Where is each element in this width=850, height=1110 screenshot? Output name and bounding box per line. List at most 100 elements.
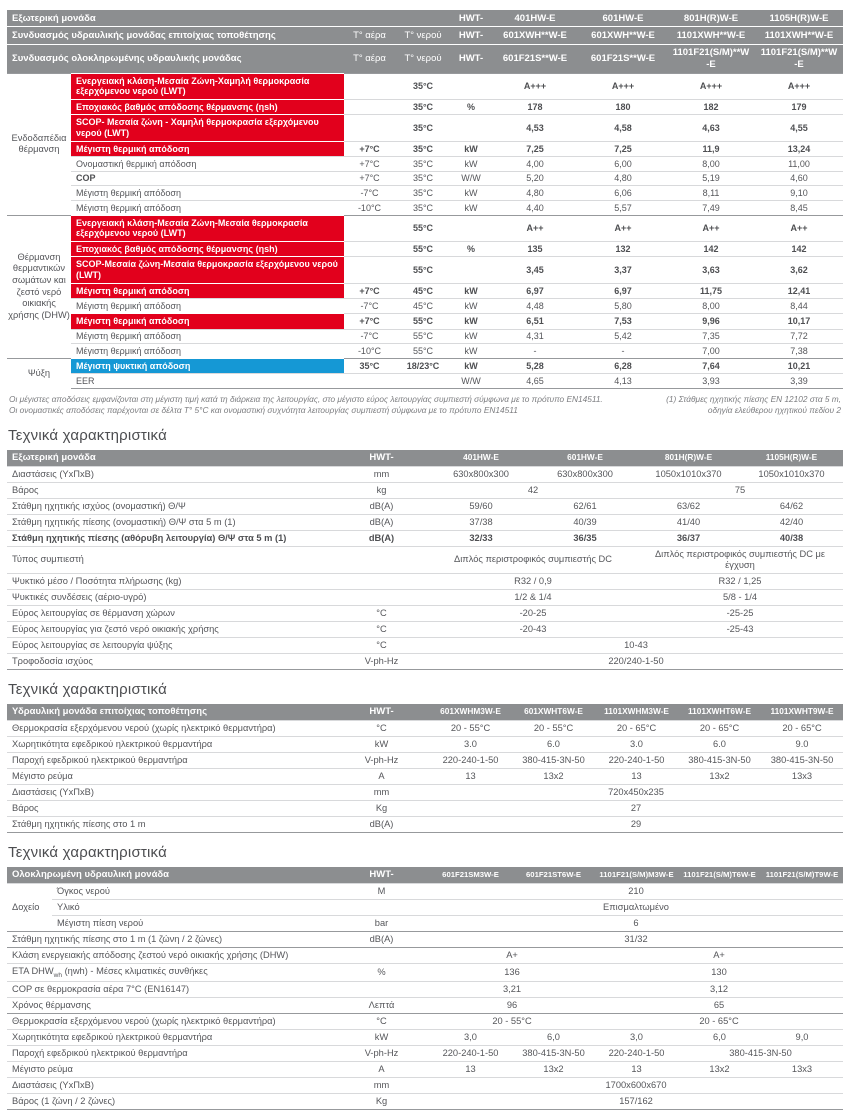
row-label: ETA DHWwh (ηwh) - Μέσες κλιματικές συνθή… bbox=[7, 962, 335, 982]
spec-value: 4,55 bbox=[755, 114, 843, 142]
tech-row: Παροχή εφεδρικού ηλεκτρικού θερμαντήρα V-… bbox=[7, 1045, 844, 1062]
spec-value: 4,80 bbox=[491, 185, 579, 201]
spec-value: 13x2 bbox=[678, 767, 762, 785]
model-name: 1101F21(S/M)**W-E bbox=[755, 43, 843, 74]
unit-label: A bbox=[334, 767, 430, 785]
unit-label bbox=[334, 946, 430, 964]
tech-row: Στάθμη ηχητικής πίεσης (αθόρυβη λειτουργ… bbox=[7, 529, 843, 547]
spec-value: 7,64 bbox=[667, 357, 755, 374]
air-temp-value bbox=[344, 98, 395, 115]
spec-value: 3,21 bbox=[429, 981, 596, 998]
unit-label: kW bbox=[451, 312, 491, 330]
tech-row: Τύπος συμπιεστή Διπλός περιστροφικός συμπ… bbox=[7, 545, 843, 574]
spec-value: 5,57 bbox=[579, 200, 667, 216]
unit-label: kW bbox=[451, 343, 491, 359]
attribute-label: Μέγιστη θερμική απόδοση bbox=[71, 185, 344, 201]
model-name: 1101XWHT9W-E bbox=[761, 703, 844, 721]
outdoor-unit-tech-table-body: Εξωτερική μονάδα HWT- 401HW-E 601HW-E 801H(R… bbox=[7, 449, 843, 670]
spec-value: Διπλός περιστροφικός συμπιεστής DC με έγ… bbox=[637, 545, 843, 574]
spec-value: 142 bbox=[755, 240, 843, 257]
spec-value: A++ bbox=[667, 214, 755, 242]
spec-value: 75 bbox=[637, 481, 843, 499]
spec-value: 3,45 bbox=[491, 256, 579, 284]
attribute-label: Μέγιστη θερμική απόδοση bbox=[71, 140, 344, 157]
spec-value: 4,65 bbox=[491, 373, 579, 389]
spec-value: 11,75 bbox=[667, 282, 755, 299]
spec-value: 130 bbox=[595, 962, 844, 982]
spec-value: 42 bbox=[429, 481, 637, 499]
spec-value: 8,00 bbox=[667, 156, 755, 172]
header-row: Συνδυασμός ολοκληρωμένης υδραυλικής μονά… bbox=[7, 43, 843, 74]
unit-label: Λεπτά bbox=[334, 997, 430, 1014]
spec-value: 3,62 bbox=[755, 256, 843, 284]
tech-row: Στάθμη ηχητικής ισχύος (ονομαστική) Θ/Ψ d… bbox=[7, 497, 843, 515]
spec-value: 180 bbox=[579, 98, 667, 115]
spec-value: 3,63 bbox=[667, 256, 755, 284]
unit-label: kW bbox=[451, 328, 491, 344]
air-temp-value bbox=[344, 256, 395, 284]
spec-value: 380-415-3N-50 bbox=[678, 1045, 844, 1062]
spec-row: Μέγιστη θερμική απόδοση +7°C 55°C kW 6,51 7,5… bbox=[7, 312, 843, 330]
table-title: Συνδυασμός υδραυλικής μονάδας επιτοίχιας… bbox=[7, 26, 344, 45]
row-label: Τροφοδοσία ισχύος bbox=[7, 652, 334, 670]
tech-row: Διαστάσεις (ΥxΠxΒ) mm 1700x600x670 bbox=[7, 1077, 844, 1094]
unit-label: V-ph-Hz bbox=[334, 1045, 430, 1062]
tech-row: Χρόνος θέρμανσης Λεπτά 96 65 bbox=[7, 997, 844, 1014]
spec-row: Ενδοδαπέδια θέρμανση Ενεργειακή κλάση-Μεσ… bbox=[7, 72, 843, 216]
water-temp-value: 55°C bbox=[395, 328, 451, 344]
spec-value: 157/162 bbox=[429, 1093, 844, 1110]
row-label: Όγκος νερού bbox=[52, 883, 335, 900]
attribute-label: Μέγιστη θερμική απόδοση bbox=[71, 282, 344, 299]
tech-row: Διαστάσεις (ΥxΠxΒ) mm 630x800x300 630x800x3… bbox=[7, 465, 843, 483]
tech-row: Βάρος (1 ζώνη / 2 ζώνες) Kg 157/162 bbox=[7, 1093, 844, 1110]
air-temp-value: -10°C bbox=[344, 343, 395, 359]
spec-value: 5,20 bbox=[491, 170, 579, 186]
spec-value: 720x450x235 bbox=[429, 783, 844, 801]
spec-value: 8,44 bbox=[755, 298, 843, 314]
water-temp-value bbox=[395, 373, 451, 389]
attribute-label: Εποχιακός βαθμός απόδοσης θέρμανσης (ηsh… bbox=[71, 240, 344, 257]
spec-value: 6,28 bbox=[579, 357, 667, 374]
spec-value: Διπλός περιστροφικός συμπιεστής DC bbox=[429, 545, 637, 574]
spec-value: 3,12 bbox=[595, 981, 844, 998]
spec-value: 6 bbox=[429, 915, 844, 932]
air-temp-value: -10°C bbox=[344, 200, 395, 216]
model-name: 601XWHM3W-E bbox=[429, 703, 513, 721]
unit-label: °C bbox=[334, 1013, 430, 1030]
unit-label: mm bbox=[334, 465, 429, 483]
water-temp-value: 35°C bbox=[395, 72, 451, 100]
model-name: 601F21S**W-E bbox=[491, 43, 579, 74]
col-head-t-air bbox=[344, 10, 395, 27]
spec-value: 380-415-3N-50 bbox=[512, 751, 596, 769]
spec-value: A+++ bbox=[579, 72, 667, 100]
tech-row: Εύρος λειτουργίας σε λειτουργία ψύξης °C 1… bbox=[7, 636, 843, 654]
attribute-label: Μέγιστη θερμική απόδοση bbox=[71, 328, 344, 344]
spec-value: 29 bbox=[429, 815, 844, 833]
unit-label: °C bbox=[334, 719, 430, 737]
spec-value: 40/38 bbox=[740, 529, 843, 547]
model-name: 1101XWH**W-E bbox=[755, 26, 843, 45]
spec-value: 4,53 bbox=[491, 114, 579, 142]
spec-value: 36/35 bbox=[533, 529, 637, 547]
row-label: Βάρος bbox=[7, 481, 334, 499]
unit-label: dB(A) bbox=[334, 529, 429, 547]
spec-value: 27 bbox=[429, 799, 844, 817]
spec-value: 62/61 bbox=[533, 497, 637, 515]
unit-label: kW bbox=[451, 298, 491, 314]
spec-value: 380-415-3N-50 bbox=[761, 751, 844, 769]
header-row: Συνδυασμός υδραυλικής μονάδας επιτοίχιας… bbox=[7, 26, 843, 45]
model-name: 601F21ST6W-E bbox=[512, 866, 596, 884]
spec-value: 7,35 bbox=[667, 328, 755, 344]
attribute-label: Μέγιστη θερμική απόδοση bbox=[71, 200, 344, 216]
spec-value: 142 bbox=[667, 240, 755, 257]
attribute-label: COP bbox=[71, 170, 344, 186]
model-name: 1105H(R)W-E bbox=[740, 449, 843, 467]
row-label: Κλάση ενεργειακής απόδοσης ζεστού νερό ο… bbox=[7, 946, 335, 964]
water-temp-value: 35°C bbox=[395, 185, 451, 201]
wall-hydraulic-unit-tech-table-body: Υδραυλική μονάδα επιτοίχιας τοποθέτησης H… bbox=[7, 703, 844, 833]
attribute-label: Μέγιστη θερμική απόδοση bbox=[71, 343, 344, 359]
spec-value: 13 bbox=[429, 767, 513, 785]
row-label: Διαστάσεις (ΥxΠxΒ) bbox=[7, 1077, 335, 1094]
row-label: Υλικό bbox=[52, 899, 335, 916]
